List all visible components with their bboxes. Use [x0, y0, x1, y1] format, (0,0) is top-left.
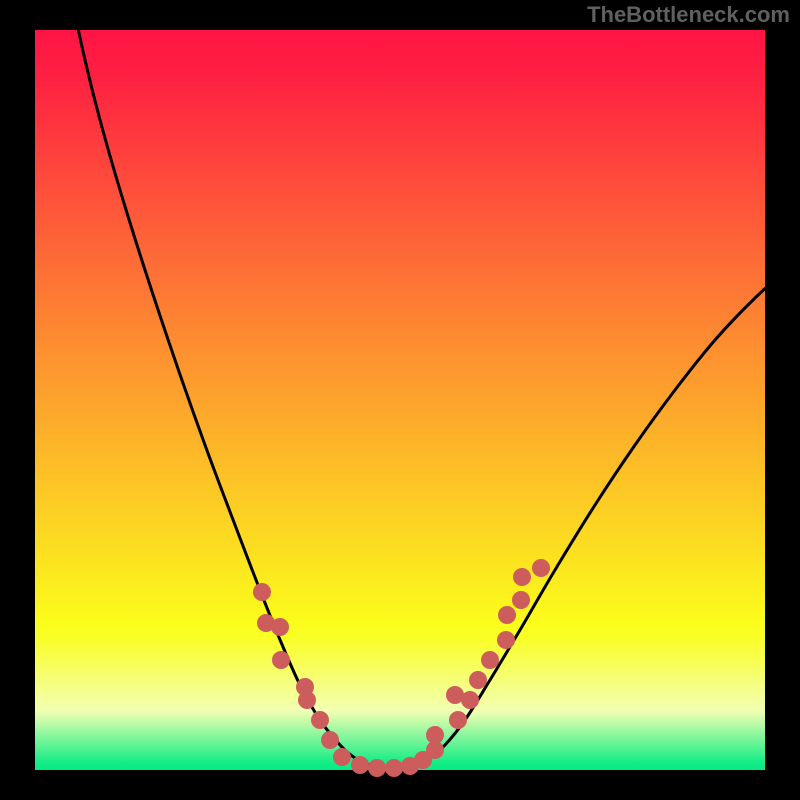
curve-marker: [271, 618, 289, 636]
curve-marker: [351, 756, 369, 774]
bottleneck-curve: [72, 0, 797, 767]
curve-marker: [449, 711, 467, 729]
curve-marker: [298, 691, 316, 709]
curve-marker: [513, 568, 531, 586]
curve-marker: [512, 591, 530, 609]
curve-marker: [311, 711, 329, 729]
curve-marker: [368, 759, 386, 777]
chart-svg: [0, 0, 800, 800]
curve-markers: [253, 559, 550, 777]
curve-marker: [532, 559, 550, 577]
curve-marker: [469, 671, 487, 689]
curve-marker: [253, 583, 271, 601]
curve-marker: [481, 651, 499, 669]
curve-marker: [498, 606, 516, 624]
curve-marker: [333, 748, 351, 766]
curve-marker: [497, 631, 515, 649]
watermark-text: TheBottleneck.com: [587, 2, 790, 28]
curve-marker: [461, 691, 479, 709]
curve-marker: [385, 759, 403, 777]
chart-outer: TheBottleneck.com: [0, 0, 800, 800]
curve-marker: [426, 726, 444, 744]
curve-marker: [321, 731, 339, 749]
curve-marker: [272, 651, 290, 669]
